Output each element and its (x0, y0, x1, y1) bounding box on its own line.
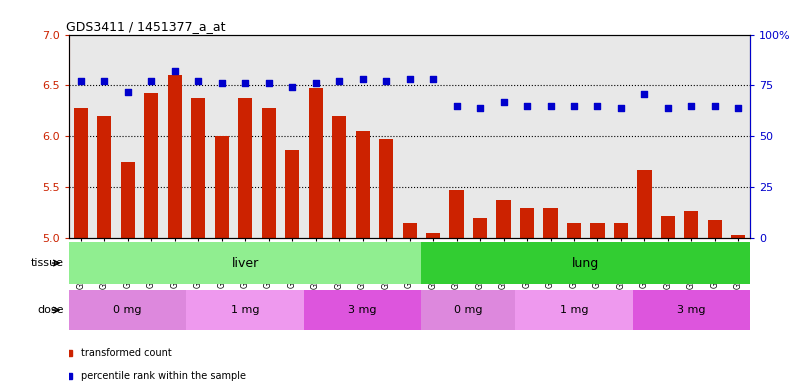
Bar (543, 208, 557, 238)
Bar (69, 290, 187, 330)
Bar (496, 200, 511, 238)
Point (380, 78, 393, 84)
Bar (732, 235, 745, 238)
Point (732, 105, 745, 111)
Point (450, 103, 463, 109)
Bar (633, 290, 750, 330)
Text: 3 mg: 3 mg (348, 305, 377, 315)
Bar (168, 75, 182, 238)
Bar (567, 223, 581, 238)
Text: transformed count: transformed count (81, 348, 172, 358)
Point (568, 103, 581, 109)
Point (168, 68, 181, 74)
Bar (473, 218, 487, 238)
Text: liver: liver (231, 257, 259, 270)
Point (215, 80, 228, 86)
Point (615, 105, 628, 111)
Point (191, 78, 204, 84)
Bar (421, 242, 750, 284)
Point (285, 84, 298, 91)
Bar (708, 220, 722, 238)
Text: tissue: tissue (31, 258, 64, 268)
Point (427, 76, 440, 83)
Bar (308, 88, 323, 238)
Point (333, 78, 345, 84)
Point (403, 76, 416, 83)
Point (638, 91, 651, 97)
Point (309, 80, 322, 86)
Point (356, 76, 369, 83)
Bar (590, 223, 604, 238)
Text: 0 mg: 0 mg (454, 305, 483, 315)
Bar (262, 108, 276, 238)
Bar (614, 223, 628, 238)
Text: 1 mg: 1 mg (560, 305, 588, 315)
Bar (449, 190, 464, 238)
Bar (304, 290, 421, 330)
Point (709, 103, 722, 109)
Bar (187, 290, 304, 330)
Bar (285, 149, 299, 238)
Point (97, 78, 110, 84)
Bar (215, 136, 229, 238)
Point (497, 99, 510, 105)
Text: 0 mg: 0 mg (114, 305, 142, 315)
Bar (520, 208, 534, 238)
Bar (121, 162, 135, 238)
Text: GDS3411 / 1451377_a_at: GDS3411 / 1451377_a_at (66, 20, 225, 33)
Point (521, 103, 534, 109)
Bar (69, 242, 421, 284)
Bar (97, 116, 111, 238)
Text: 1 mg: 1 mg (231, 305, 260, 315)
Bar (74, 108, 88, 238)
Point (121, 88, 134, 94)
Bar (379, 139, 393, 238)
Bar (684, 210, 698, 238)
Point (144, 78, 157, 84)
Point (662, 105, 675, 111)
Bar (515, 290, 633, 330)
Bar (426, 233, 440, 238)
Point (474, 105, 487, 111)
Bar (402, 223, 417, 238)
Bar (191, 98, 205, 238)
Point (262, 80, 275, 86)
Bar (637, 170, 651, 238)
Text: dose: dose (37, 305, 64, 315)
Bar (661, 216, 675, 238)
Bar (421, 290, 515, 330)
Text: percentile rank within the sample: percentile rank within the sample (81, 371, 247, 381)
Bar (355, 131, 370, 238)
Text: 3 mg: 3 mg (677, 305, 706, 315)
Point (74, 78, 87, 84)
Point (238, 80, 251, 86)
Point (591, 103, 604, 109)
Text: lung: lung (572, 257, 599, 270)
Point (685, 103, 698, 109)
Bar (332, 116, 346, 238)
Bar (144, 93, 158, 238)
Point (544, 103, 557, 109)
Bar (238, 98, 252, 238)
